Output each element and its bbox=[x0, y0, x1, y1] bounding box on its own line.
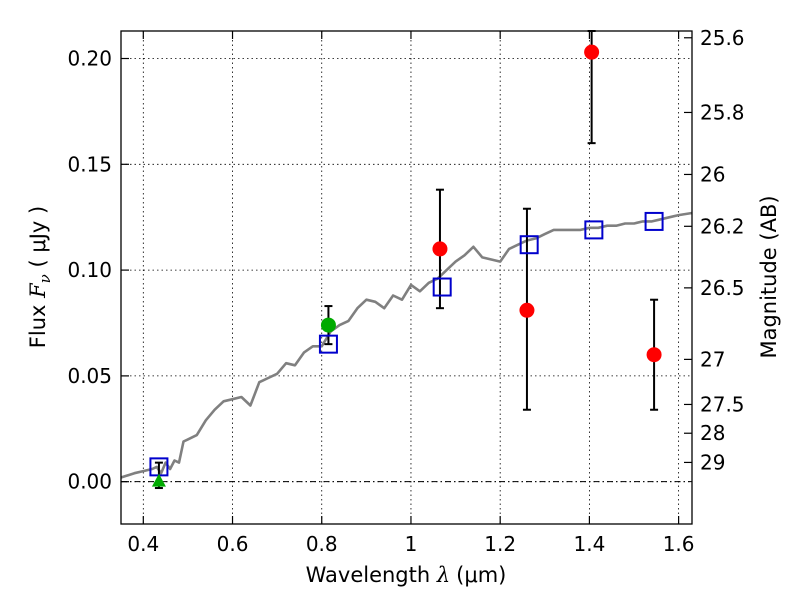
y-tick-label: 0.00 bbox=[67, 470, 112, 494]
x-tick-label: 1 bbox=[405, 532, 418, 556]
upper-limit-marker bbox=[151, 473, 166, 487]
y2-tick-label: 26.5 bbox=[700, 276, 745, 300]
y2-tick-label: 26.2 bbox=[700, 214, 745, 238]
y-tick-label: 0.05 bbox=[67, 364, 112, 388]
x-axis-label-unit: (μm) bbox=[456, 563, 506, 587]
template-spectrum bbox=[120, 211, 693, 479]
detection-point bbox=[320, 317, 336, 333]
detection-point bbox=[519, 302, 535, 318]
y-axis-label-prefix: Flux bbox=[26, 298, 50, 348]
grid bbox=[121, 31, 692, 524]
x-tick-label: 0.6 bbox=[217, 532, 249, 556]
template-spectrum-line bbox=[120, 211, 693, 479]
y2-tick-label: 27 bbox=[700, 347, 725, 371]
y2-tick-label: 26 bbox=[700, 162, 725, 186]
x-axis-label-prefix: Wavelength bbox=[306, 563, 437, 587]
x-tick-label: 1.6 bbox=[663, 532, 695, 556]
plot-frame bbox=[120, 30, 693, 525]
y-tick-label: 0.10 bbox=[67, 258, 112, 282]
y-tick-label: 0.15 bbox=[67, 152, 112, 176]
y2-tick-label: 29 bbox=[700, 450, 725, 474]
y-axis-label-subscript: ν bbox=[36, 274, 54, 283]
detection-point bbox=[432, 241, 448, 257]
x-tick-label: 1.2 bbox=[484, 532, 516, 556]
axis-ticks bbox=[121, 31, 692, 524]
x-tick-label: 0.8 bbox=[306, 532, 338, 556]
x-tick-label: 0.4 bbox=[127, 532, 159, 556]
y-axis-label: Flux Fν ( μJy ) bbox=[26, 206, 54, 348]
y-axis-label-symbol: F bbox=[26, 282, 50, 299]
model-point bbox=[318, 334, 338, 354]
x-axis-label: Wavelength λ (μm) bbox=[306, 563, 507, 587]
model-points bbox=[149, 211, 664, 477]
model-point bbox=[519, 235, 539, 255]
x-tick-label: 1.4 bbox=[573, 532, 605, 556]
tick-labels: 0.4 0.6 0.8 1 1.2 1.4 1.6 0.00 0.05 0.10 0.15 0.20 2… bbox=[67, 26, 744, 556]
detection-point bbox=[646, 347, 662, 363]
y2-axis-label: Magnitude (AB) bbox=[757, 195, 781, 358]
model-point bbox=[584, 220, 604, 240]
y2-tick-label: 25.6 bbox=[700, 26, 745, 50]
y2-tick-label: 25.8 bbox=[700, 100, 745, 124]
detection-point bbox=[584, 44, 600, 60]
x-axis-label-symbol: λ bbox=[436, 563, 450, 587]
error-bars bbox=[154, 30, 659, 490]
detections bbox=[151, 44, 662, 487]
y-axis-label-unit: ( μJy ) bbox=[26, 206, 50, 274]
y2-tick-label: 27.5 bbox=[700, 392, 745, 416]
model-point bbox=[432, 277, 452, 297]
y2-tick-label: 28 bbox=[700, 421, 725, 445]
y-tick-label: 0.20 bbox=[67, 47, 112, 71]
model-point bbox=[644, 211, 664, 231]
